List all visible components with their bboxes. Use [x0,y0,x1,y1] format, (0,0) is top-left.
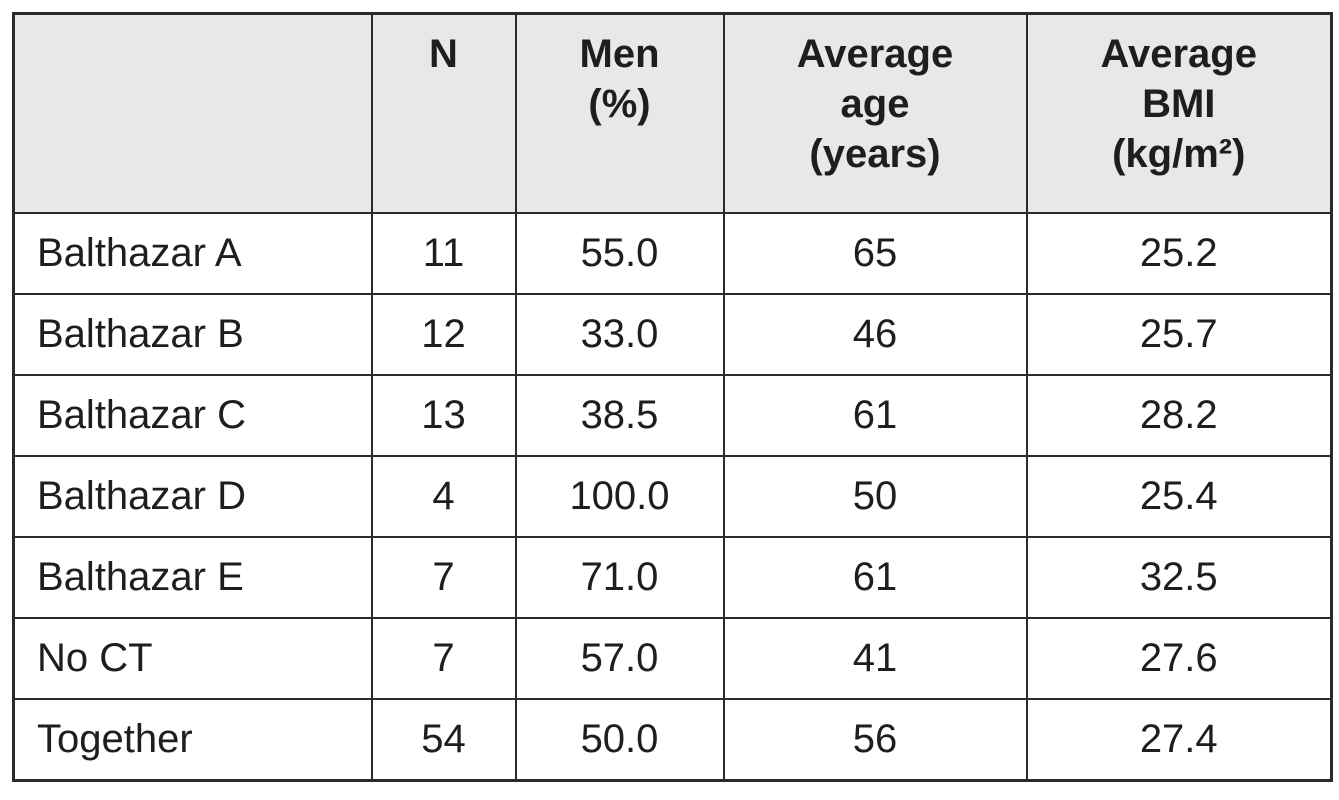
cell: 7 [370,616,517,700]
row-label: Together [12,697,373,781]
cell: 100.0 [514,454,725,538]
cell: 32.5 [1025,535,1333,619]
cell: 38.5 [514,373,725,457]
cell: 13 [370,373,517,457]
cell: 56 [722,697,1028,781]
cell: 65 [722,211,1028,295]
table-row: Together 54 50.0 56 27.4 [12,697,1333,781]
table-row: Balthazar C 13 38.5 61 28.2 [12,373,1333,457]
row-label: Balthazar A [12,211,373,295]
table-body: Balthazar A 11 55.0 65 25.2 Balthazar B 12 33.0… [12,211,1333,781]
cell: 46 [722,292,1028,376]
cell: 25.7 [1025,292,1333,376]
cell: 4 [370,454,517,538]
row-label: Balthazar E [12,535,373,619]
cell: 25.4 [1025,454,1333,538]
header-cell: Men (%) [514,12,725,214]
header-cell: N [370,12,517,214]
table-row: Balthazar D 4 100.0 50 25.4 [12,454,1333,538]
cell: 55.0 [514,211,725,295]
table-row: No CT 7 57.0 41 27.6 [12,616,1333,700]
row-label: Balthazar D [12,454,373,538]
row-label: Balthazar B [12,292,373,376]
table-row: Balthazar B 12 33.0 46 25.7 [12,292,1333,376]
cell: 12 [370,292,517,376]
cell: 11 [370,211,517,295]
table-row: Balthazar E 7 71.0 61 32.5 [12,535,1333,619]
header-cell [12,12,373,214]
cell: 50.0 [514,697,725,781]
cell: 57.0 [514,616,725,700]
table-row: Balthazar A 11 55.0 65 25.2 [12,211,1333,295]
cell: 61 [722,373,1028,457]
cell: 41 [722,616,1028,700]
cell: 50 [722,454,1028,538]
cell: 25.2 [1025,211,1333,295]
row-label: Balthazar C [12,373,373,457]
row-label: No CT [12,616,373,700]
cell: 61 [722,535,1028,619]
cell: 33.0 [514,292,725,376]
cell: 71.0 [514,535,725,619]
header-row: N Men (%) Average age (years) Average BMI (… [12,12,1333,214]
header-cell: Average BMI (kg/m²) [1025,12,1333,214]
data-table: N Men (%) Average age (years) Average BMI (… [12,12,1333,782]
cell: 54 [370,697,517,781]
cell: 7 [370,535,517,619]
header-cell: Average age (years) [722,12,1028,214]
cell: 28.2 [1025,373,1333,457]
cell: 27.4 [1025,697,1333,781]
cell: 27.6 [1025,616,1333,700]
table-header: N Men (%) Average age (years) Average BMI (… [12,12,1333,214]
